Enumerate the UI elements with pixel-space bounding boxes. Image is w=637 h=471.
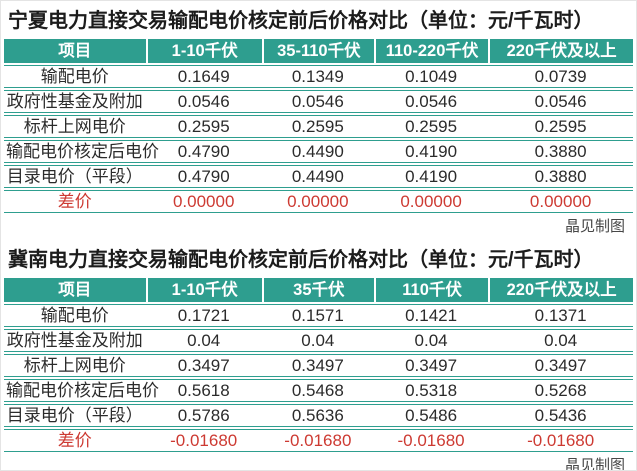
table-row: 政府性基金及附加 0.04 0.04 0.04 0.04 (4, 329, 633, 352)
table-row: 目录电价（平段） 0.4790 0.4490 0.4190 0.3880 (4, 165, 633, 188)
column-header-110kv: 110千伏 (373, 278, 489, 302)
table-cell: 0.00000 (145, 190, 262, 213)
table-row: 政府性基金及附加 0.0546 0.0546 0.0546 0.0546 (4, 90, 633, 113)
jinan-table-block: 冀南电力直接交易输配电价核定前后价格对比（单位：元/千瓦时） 项目 1-10千伏… (4, 247, 633, 471)
row-label: 标杆上网电价 (4, 115, 146, 138)
table-cell: 0.4490 (261, 140, 374, 163)
table-row: 标杆上网电价 0.2595 0.2595 0.2595 0.2595 (4, 115, 633, 138)
table-cell: 0.2595 (261, 115, 374, 138)
table-cell: 0.3880 (488, 140, 633, 163)
table-cell: -0.01680 (373, 429, 489, 452)
table-row: 输配电价 0.1721 0.1571 0.1421 0.1371 (4, 304, 633, 327)
row-label: 差价 (4, 190, 146, 213)
table-cell: 0.3497 (145, 354, 262, 377)
table-cell: 0.5636 (261, 404, 374, 427)
table-cell: 0.2595 (145, 115, 262, 138)
table-row: 目录电价（平段） 0.5786 0.5636 0.5486 0.5436 (4, 404, 633, 427)
table-cell: 0.5486 (373, 404, 489, 427)
table-cell: 0.04 (261, 329, 374, 352)
table-cell: 0.2595 (373, 115, 489, 138)
ningxia-table-block: 宁夏电力直接交易输配电价核定前后价格对比（单位：元/千瓦时） 项目 1-10千伏… (4, 8, 633, 235)
row-label: 输配电价核定后电价 (4, 140, 159, 163)
table-cell: 0.4790 (145, 140, 262, 163)
column-header-110-220kv: 110-220千伏 (373, 39, 489, 63)
table-cell: 0.1349 (261, 65, 374, 88)
table-cell: 0.1571 (261, 304, 374, 327)
table-cell: 0.00000 (373, 190, 489, 213)
row-label: 政府性基金及附加 (4, 329, 146, 352)
column-header-35-110kv: 35-110千伏 (261, 39, 374, 63)
table-row: 标杆上网电价 0.3497 0.3497 0.3497 0.3497 (4, 354, 633, 377)
row-label: 输配电价核定后电价 (4, 379, 159, 402)
credit-watermark: 晶见制图 (564, 457, 625, 471)
table-cell: 0.2595 (488, 115, 633, 138)
table-row: 输配电价核定后电价 0.5618 0.5468 0.5318 0.5268 (4, 379, 633, 402)
row-label: 输配电价 (4, 65, 146, 88)
table-cell: 0.0546 (373, 90, 489, 113)
table-cell: 0.3497 (261, 354, 374, 377)
table-cell: 0.04 (373, 329, 489, 352)
table-cell: 0.1421 (373, 304, 489, 327)
page-title: 宁夏电力直接交易输配电价核定前后价格对比（单位：元/千瓦时） (8, 10, 594, 32)
table-cell: 0.3880 (488, 165, 633, 188)
table-cell: 0.5468 (261, 379, 374, 402)
table-cell: 0.0546 (488, 90, 633, 113)
table-cell: 0.5618 (145, 379, 262, 402)
table-cell: 0.5318 (373, 379, 489, 402)
table-cell: 0.4190 (373, 165, 489, 188)
column-header-35kv: 35千伏 (261, 278, 374, 302)
table-cell: -0.01680 (145, 429, 262, 452)
table-cell: 0.4790 (145, 165, 262, 188)
row-label: 政府性基金及附加 (4, 90, 146, 113)
row-label: 差价 (4, 429, 146, 452)
table-cell: 0.3497 (373, 354, 489, 377)
table-row: 输配电价核定后电价 0.4790 0.4490 0.4190 0.3880 (4, 140, 633, 163)
ningxia-price-table: 项目 1-10千伏 35-110千伏 110-220千伏 220千伏及以上 输配… (4, 37, 633, 215)
column-header-220kv-above: 220千伏及以上 (488, 278, 633, 302)
table-cell: 0.1371 (488, 304, 633, 327)
page-title-2: 冀南电力直接交易输配电价核定前后价格对比（单位：元/千瓦时） (8, 249, 594, 271)
table-cell: -0.01680 (488, 429, 633, 452)
row-label: 输配电价 (4, 304, 146, 327)
credit-watermark: 晶见制图 (564, 218, 625, 235)
row-label: 目录电价（平段） (4, 404, 146, 427)
table-cell: 0.1721 (145, 304, 262, 327)
jinan-price-table: 项目 1-10千伏 35千伏 110千伏 220千伏及以上 输配电价 0.172… (4, 276, 633, 454)
column-header-220kv-above: 220千伏及以上 (488, 39, 633, 63)
table-cell: 0.4490 (261, 165, 374, 188)
table-cell: 0.0546 (261, 90, 374, 113)
column-header-item: 项目 (4, 39, 146, 63)
table-cell: -0.01680 (261, 429, 374, 452)
row-label: 标杆上网电价 (4, 354, 146, 377)
row-label: 目录电价（平段） (4, 165, 146, 188)
table-cell: 0.4190 (373, 140, 489, 163)
table-cell: 0.5268 (488, 379, 633, 402)
column-header-1-10kv: 1-10千伏 (145, 278, 262, 302)
table-cell: 0.1049 (373, 65, 489, 88)
table-cell: 0.0739 (488, 65, 633, 88)
table-cell: 0.04 (488, 329, 633, 352)
column-header-1-10kv: 1-10千伏 (145, 39, 262, 63)
table-cell: 0.00000 (261, 190, 374, 213)
table-cell: 0.1649 (145, 65, 262, 88)
table-cell: 0.0546 (145, 90, 262, 113)
table-row: 输配电价 0.1649 0.1349 0.1049 0.0739 (4, 65, 633, 88)
header-row: 项目 1-10千伏 35千伏 110千伏 220千伏及以上 (4, 278, 633, 302)
column-header-item: 项目 (4, 278, 146, 302)
table-cell: 0.3497 (488, 354, 633, 377)
diff-row: 差价 -0.01680 -0.01680 -0.01680 -0.01680 (4, 429, 633, 452)
diff-row: 差价 0.00000 0.00000 0.00000 0.00000 (4, 190, 633, 213)
header-row: 项目 1-10千伏 35-110千伏 110-220千伏 220千伏及以上 (4, 39, 633, 63)
table-cell: 0.04 (145, 329, 262, 352)
table-cell: 0.00000 (488, 190, 633, 213)
table-cell: 0.5436 (488, 404, 633, 427)
table-cell: 0.5786 (145, 404, 262, 427)
